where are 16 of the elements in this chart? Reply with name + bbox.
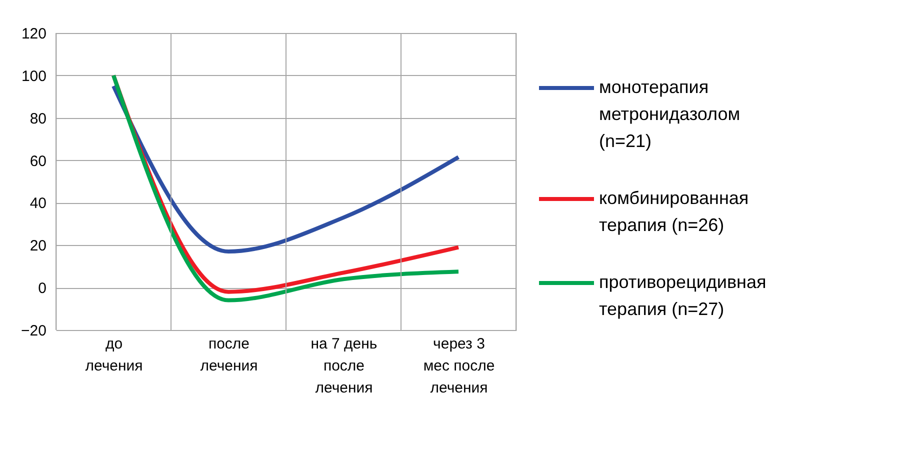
x-tick-label: до лечения — [85, 336, 143, 374]
y-tick-label: 20 — [30, 238, 46, 255]
line-series — [112, 84, 460, 254]
y-tick-label: −20 — [21, 322, 46, 340]
y-tick-label: 60 — [30, 152, 46, 170]
legend-label: комбинированная терапия (n=26) — [599, 188, 749, 235]
y-tick-label: 120 — [21, 26, 46, 42]
y-tick-label: 40 — [30, 195, 46, 212]
x-tick-label: на 7 день после лечения — [310, 336, 378, 396]
x-tick-label: после лечения — [200, 336, 258, 374]
y-tick-label: 100 — [21, 68, 46, 85]
legend-label: монотерапия метронидазолом (n=21) — [599, 77, 740, 151]
y-tick-label: 0 — [38, 280, 46, 298]
x-tick-label: через 3 мес после лечения — [423, 336, 495, 396]
y-tick-label: 80 — [30, 110, 46, 128]
legend-label: противорецидивная терапия (n=27) — [599, 272, 766, 319]
